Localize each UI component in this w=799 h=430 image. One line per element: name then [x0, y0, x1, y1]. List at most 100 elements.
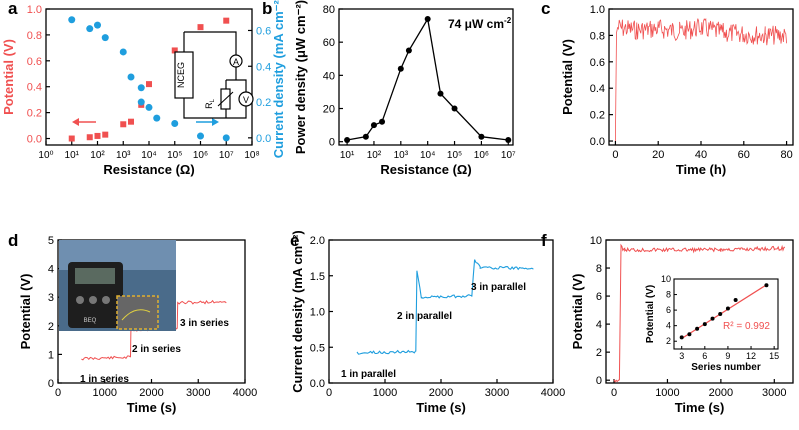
data-point-current-density [94, 21, 101, 29]
panel-label-b: b [262, 0, 272, 18]
y-tick-label: 0.0 [27, 134, 42, 146]
data-point-power [397, 65, 404, 72]
data-point-power [424, 15, 431, 22]
label-2-in-series: 2 in series [132, 344, 181, 355]
data-point-potential [146, 81, 152, 88]
y-axis-label: Power density (μW cm⁻²) [293, 0, 308, 154]
label-2-in-parallel: 2 in parallel [397, 311, 452, 322]
potential-trace [613, 243, 786, 383]
x-tick-label: 10³ [116, 150, 131, 161]
plot-frame [605, 239, 794, 384]
x-tick-label: 10⁷ [501, 150, 516, 161]
x-tick-label: 10² [367, 150, 382, 161]
y-axis-label: Potential (V) [1, 39, 16, 115]
y-tick-label: 2.0 [310, 235, 325, 247]
data-point-current-density [86, 25, 94, 33]
x-tick-label: 10⁷ [219, 150, 234, 161]
data-point-potential [197, 24, 204, 31]
inset-x-tick-label: 15 [769, 351, 779, 361]
x-axis-label: Resistance (Ω) [380, 162, 471, 177]
inset-plot: 3 6 9 12 15 2 4 6 8 10 Series number Potential (V) R… [645, 274, 779, 373]
inset-x-tick-label: 12 [746, 351, 756, 361]
data-point-current-density [68, 16, 76, 24]
inset-data-point [702, 322, 707, 327]
x-tick-label: 4000 [233, 387, 257, 399]
arrow-left-head [72, 118, 79, 126]
x-tick-label: 10⁴ [141, 150, 156, 161]
x-tick-label: 10⁶ [193, 150, 208, 161]
data-point-potential [171, 47, 178, 54]
ammeter-symbol [229, 54, 243, 68]
y-tick-label: 60 [323, 37, 335, 49]
y-axis-label: Potential (V) [560, 39, 575, 115]
ammeter-label: A [233, 57, 239, 67]
x-tick-label: 10² [90, 150, 105, 161]
peak-annotation: 74 μW cm-2 [448, 16, 512, 31]
data-point-potential [68, 135, 75, 142]
r-squared-label: R² = 0.992 [723, 321, 770, 332]
inset-x-tick-label: 3 [679, 351, 684, 361]
data-point-current-density [153, 114, 161, 122]
x-axis-label: Time (s) [675, 400, 725, 415]
y-tick-label: 0.8 [27, 30, 42, 42]
x-tick-label: 10³ [394, 150, 409, 161]
label-1-in-parallel: 1 in parallel [341, 369, 396, 380]
x-tick-label: 2000 [429, 387, 453, 399]
y-tick-label: 0.2 [27, 108, 42, 120]
x-tick-label: 0 [55, 387, 61, 399]
inset-y-tick-label: 10 [661, 274, 671, 284]
y-tick-label: 0.4 [27, 82, 42, 94]
y-tick-label: 1.0 [27, 4, 42, 16]
x-tick-label: 1000 [655, 387, 679, 399]
data-point-power [451, 105, 458, 112]
y-tick-label: 5 [48, 235, 54, 247]
y-tick-label: 0.0 [256, 133, 271, 145]
x-tick-label: 0 [611, 387, 617, 399]
data-point-power [379, 118, 386, 125]
y-tick-label: 0.6 [256, 25, 271, 37]
y-tick-label: 2 [596, 347, 602, 359]
data-point-power [437, 90, 444, 97]
data-point-potential [120, 121, 127, 128]
x-axis-label: Resistance (Ω) [103, 162, 194, 177]
inset-y-tick-label: 8 [666, 290, 671, 300]
x-tick-label: 0 [326, 387, 332, 399]
nceg-box [174, 51, 194, 99]
panel-label-d: d [8, 231, 18, 250]
y-tick-label: 4 [48, 264, 54, 276]
data-point-current-density [137, 98, 145, 106]
label-3-in-parallel: 3 in parallel [471, 282, 526, 293]
inset-data-point [764, 283, 769, 288]
panel-e: 0 1000 2000 3000 4000 0.0 0.5 1.0 1.5 2.0 Time (s)… [290, 230, 565, 415]
photo-inset: BEQ [59, 240, 176, 331]
data-point-current-density [197, 132, 204, 140]
y-tick-label: 0.4 [256, 61, 271, 73]
inset-y-tick-label: 4 [666, 321, 671, 331]
x-tick-label: 3000 [186, 387, 210, 399]
y-tick-label: 1 [48, 349, 54, 361]
x-tick-label: 10⁶ [474, 150, 489, 161]
panel-c: 0 20 40 60 80 0.0 0.2 0.4 0.6 0.8 1.0 Time (h) Poten… [560, 4, 794, 177]
potential-trace [615, 18, 787, 142]
x-tick-label: 1000 [373, 387, 397, 399]
y-tick-label: 6 [596, 291, 602, 303]
inset-x-label: Series number [691, 362, 761, 373]
inset-data-point [733, 298, 738, 302]
y-tick-label: 0.0 [310, 378, 325, 390]
x-tick-label: 80 [780, 149, 792, 161]
x-tick-label: 0 [612, 149, 618, 161]
label-3-in-series: 3 in series [180, 318, 229, 329]
photo-brand: BEQ [84, 318, 97, 324]
x-tick-label: 3000 [762, 387, 786, 399]
inset-data-point [718, 312, 723, 316]
panel-d: 0 1000 2000 3000 4000 0 1 2 3 4 5 Time (s) Potential… [18, 235, 257, 415]
x-tick-label: 10⁸ [244, 150, 259, 161]
x-tick-label: 20 [652, 149, 664, 161]
x-tick-label: 40 [695, 149, 707, 161]
y-tick-label: 1.5 [310, 271, 325, 283]
data-point-current-density [101, 34, 109, 42]
circuit-inset: NCEG A V RL [174, 31, 254, 119]
y-tick-label: 4 [596, 319, 602, 331]
data-point-current-density [222, 134, 230, 142]
voltmeter-symbol [238, 91, 254, 107]
